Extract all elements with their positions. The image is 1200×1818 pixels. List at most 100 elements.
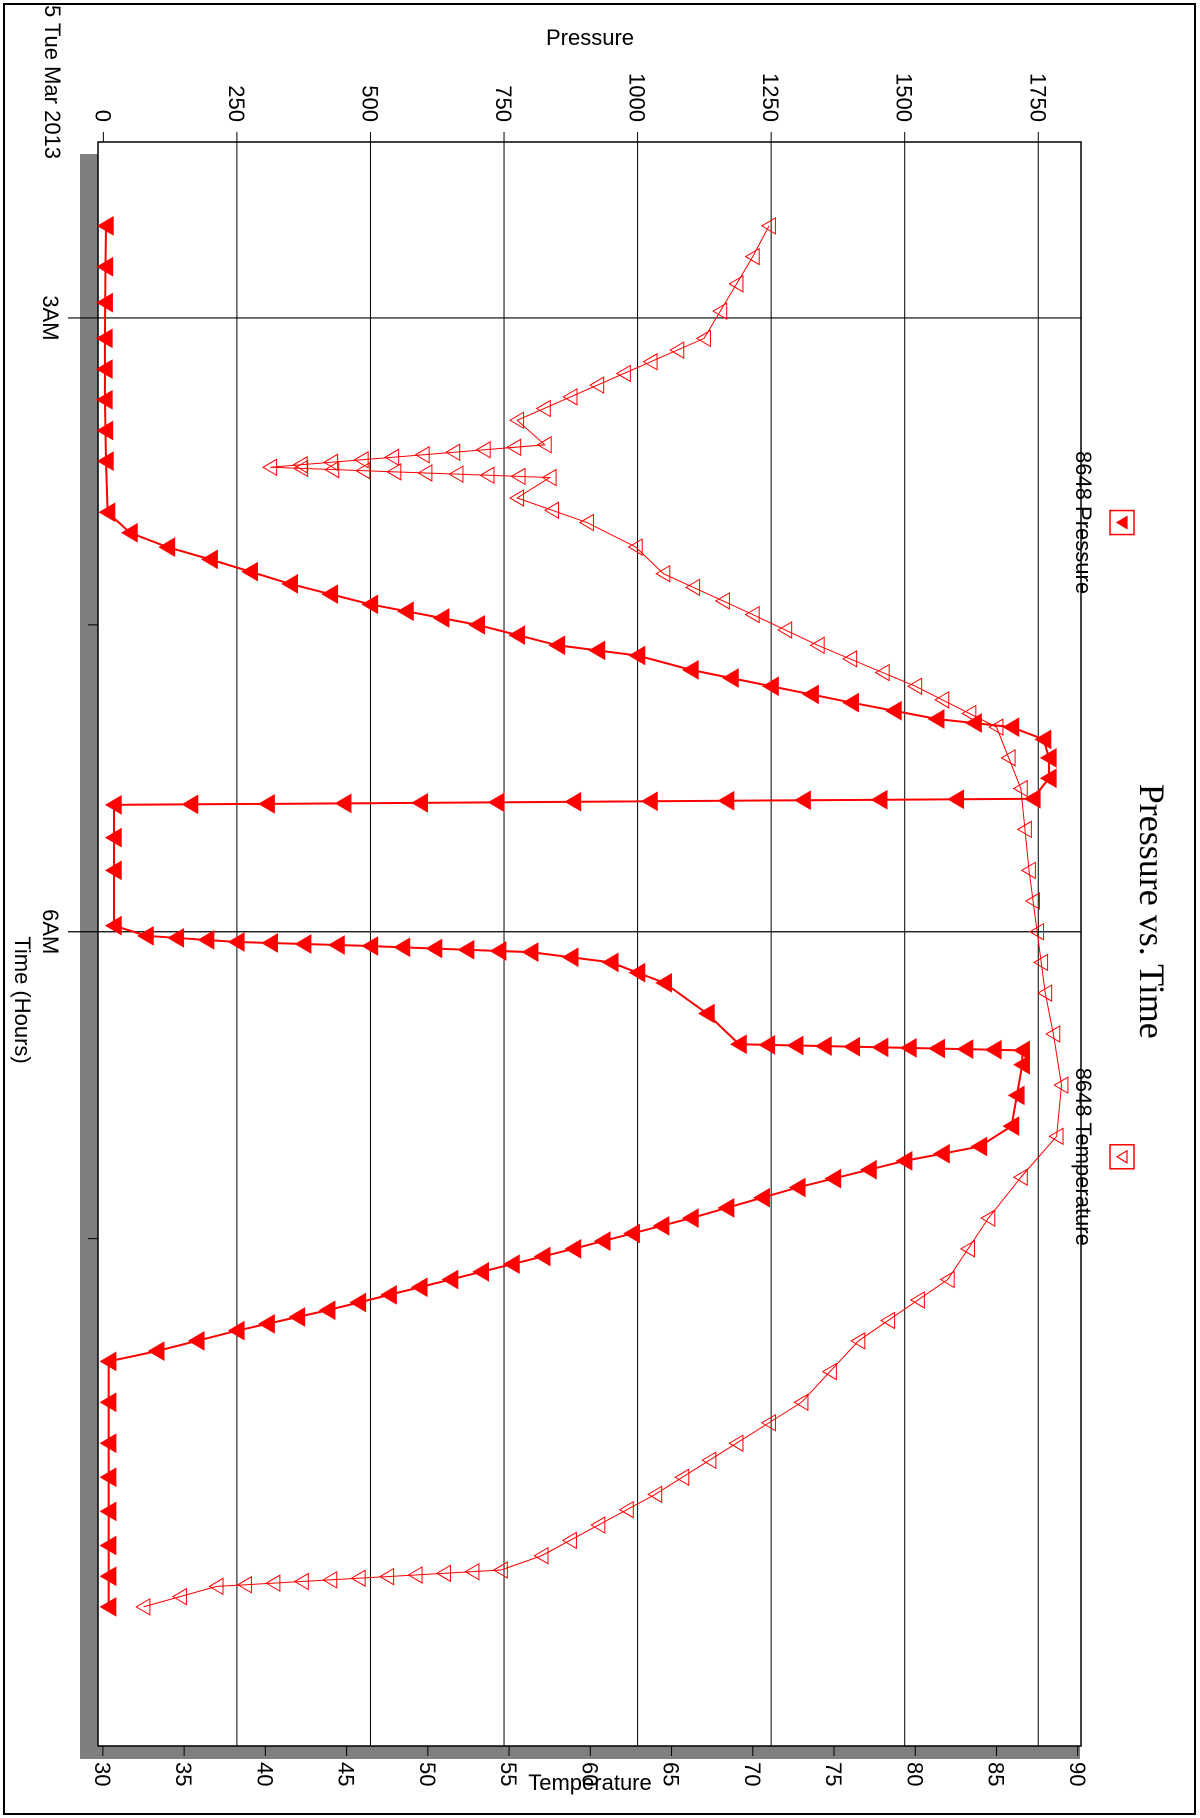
pressure-data-point	[533, 1246, 551, 1267]
temperature-data-point	[618, 1500, 634, 1519]
pressure-data-point	[99, 1566, 117, 1587]
temperature-tick-label: 60	[577, 1762, 602, 1786]
pressure-data-point	[640, 791, 658, 812]
pressure-data-point	[120, 522, 138, 543]
temperature-data-point	[959, 1239, 975, 1258]
legend-label: 8648 Temperature	[1071, 1068, 1096, 1246]
temperature-tick-label: 45	[334, 1762, 359, 1786]
pressure-data-point	[197, 930, 215, 950]
pressure-data-point	[927, 709, 945, 729]
pressure-tick-label: 1500	[892, 73, 917, 122]
series-group	[95, 216, 1069, 1617]
legend-filled-triangle-icon	[1115, 515, 1128, 530]
pressure-data-point	[623, 1223, 640, 1244]
temperature-data-point	[809, 636, 825, 655]
temperature-tick-label: 75	[821, 1762, 846, 1786]
temperature-data-point	[712, 302, 728, 321]
pressure-tick-label: 0	[90, 110, 115, 122]
pressure-axis-title: Pressure	[546, 25, 634, 50]
temperature-data-point	[533, 1546, 549, 1565]
pressure-data-point	[593, 1231, 611, 1252]
pressure-data-point	[99, 1597, 117, 1617]
pressure-data-point	[843, 1036, 861, 1057]
temperature-data-point	[744, 605, 760, 624]
pressure-data-point	[794, 790, 811, 811]
temperature-data-point	[435, 1564, 451, 1583]
temperature-data-point	[417, 464, 433, 482]
pressure-data-point	[521, 942, 539, 963]
pressure-data-point	[281, 574, 299, 594]
pressure-data-point	[753, 1187, 770, 1208]
pressure-data-point	[508, 625, 526, 645]
pressure-data-point	[96, 256, 114, 277]
temperature-data-point	[880, 1311, 896, 1330]
pressure-data-point	[1039, 747, 1057, 768]
temperature-data-point	[208, 1577, 224, 1596]
pressure-data-point	[489, 941, 507, 961]
pressure-data-point	[99, 1433, 117, 1454]
temperature-data-point	[642, 352, 658, 371]
pressure-data-point	[1013, 1040, 1030, 1061]
pressure-data-point	[147, 1341, 165, 1362]
temperature-data-point	[909, 1291, 925, 1309]
pressure-data-point	[96, 451, 114, 472]
temperature-data-point	[171, 1587, 187, 1606]
temperature-data-point	[850, 1332, 866, 1350]
temperature-data-point	[541, 468, 557, 487]
pressure-data-point	[628, 645, 646, 666]
temperature-data-point	[1045, 1025, 1061, 1043]
temperature-data-point	[324, 460, 340, 479]
pressure-tick-label: 500	[357, 85, 382, 122]
temperature-data-point	[589, 376, 605, 395]
pressure-data-point	[548, 635, 566, 656]
temperature-data-point	[135, 1598, 151, 1616]
pressure-data-point	[96, 216, 114, 236]
temperature-data-point	[980, 1209, 996, 1228]
pressure-data-point	[899, 1038, 917, 1058]
pressure-data-point	[681, 1208, 699, 1229]
temperature-data-point	[262, 458, 278, 477]
pressure-data-point	[1013, 1054, 1030, 1075]
pressure-data-point	[928, 1038, 945, 1059]
temperature-data-point	[627, 538, 643, 556]
temperature-data-point	[728, 274, 744, 293]
temperature-data-point	[647, 1485, 663, 1504]
temperature-data-point	[1000, 748, 1016, 767]
temperature-data-point	[1028, 922, 1045, 941]
temperature-data-point	[479, 466, 495, 485]
temperature-data-point	[1012, 1168, 1028, 1187]
temperature-tick-label: 35	[171, 1762, 196, 1786]
temperature-data-point	[414, 445, 430, 464]
pressure-data-point	[788, 1177, 806, 1198]
temperature-tick-label: 55	[496, 1762, 521, 1786]
pressure-data-point	[104, 827, 122, 848]
pressure-data-point	[99, 1351, 117, 1372]
temperature-data-point	[874, 663, 890, 682]
temperature-data-point	[292, 455, 308, 474]
pressure-data-point	[158, 537, 176, 557]
pressure-data-point	[933, 1143, 950, 1164]
pressure-tick-label: 250	[224, 85, 249, 122]
pressure-data-point	[361, 936, 379, 956]
pressure-data-point	[730, 1034, 747, 1055]
pressure-data-point	[895, 1150, 913, 1171]
pressure-data-point	[327, 935, 345, 955]
temperature-data-point	[536, 435, 552, 454]
pressure-data-point	[95, 359, 113, 379]
temperature-data-point	[934, 690, 950, 709]
pressure-data-point	[1002, 1116, 1020, 1136]
pressure-data-point	[99, 1535, 117, 1556]
temperature-data-point	[506, 438, 522, 457]
chart-title: Pressure vs. Time	[1132, 784, 1172, 1039]
pressure-data-point	[824, 1168, 842, 1189]
pressure-data-point	[95, 328, 113, 349]
pressure-data-point	[814, 1036, 832, 1056]
pressure-data-point	[261, 933, 278, 953]
temperature-data-point	[1033, 953, 1049, 972]
pressure-data-point	[136, 925, 154, 946]
pressure-data-point	[842, 692, 859, 713]
series-temperature	[135, 217, 1069, 1616]
temperature-data-point	[265, 1574, 281, 1593]
pressure-data-point	[956, 1039, 974, 1060]
pressure-data-point	[99, 1467, 117, 1488]
